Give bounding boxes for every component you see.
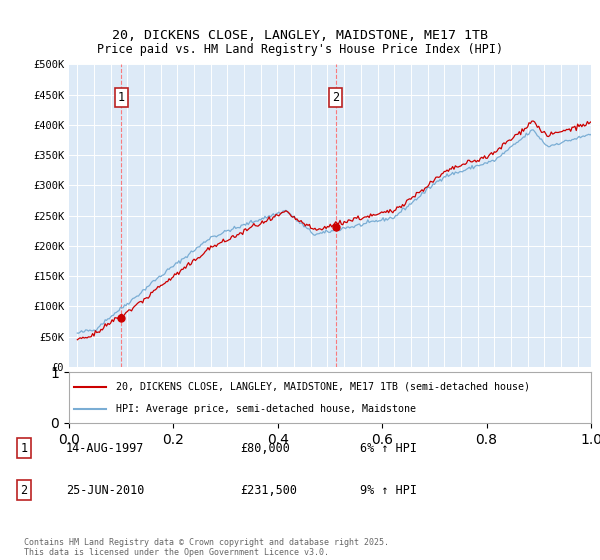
Text: 2: 2: [20, 484, 28, 497]
Text: 20, DICKENS CLOSE, LANGLEY, MAIDSTONE, ME17 1TB: 20, DICKENS CLOSE, LANGLEY, MAIDSTONE, M…: [112, 29, 488, 42]
Text: 2: 2: [332, 91, 339, 104]
Text: 25-JUN-2010: 25-JUN-2010: [66, 484, 145, 497]
Text: Price paid vs. HM Land Registry's House Price Index (HPI): Price paid vs. HM Land Registry's House …: [97, 43, 503, 56]
Text: £80,000: £80,000: [240, 441, 290, 455]
Text: 14-AUG-1997: 14-AUG-1997: [66, 441, 145, 455]
Text: Contains HM Land Registry data © Crown copyright and database right 2025.
This d: Contains HM Land Registry data © Crown c…: [24, 538, 389, 557]
Text: 9% ↑ HPI: 9% ↑ HPI: [360, 484, 417, 497]
Text: HPI: Average price, semi-detached house, Maidstone: HPI: Average price, semi-detached house,…: [116, 404, 416, 414]
Text: 20, DICKENS CLOSE, LANGLEY, MAIDSTONE, ME17 1TB (semi-detached house): 20, DICKENS CLOSE, LANGLEY, MAIDSTONE, M…: [116, 381, 530, 391]
Text: £231,500: £231,500: [240, 484, 297, 497]
Text: 6% ↑ HPI: 6% ↑ HPI: [360, 441, 417, 455]
Text: 1: 1: [20, 441, 28, 455]
Text: 1: 1: [118, 91, 125, 104]
